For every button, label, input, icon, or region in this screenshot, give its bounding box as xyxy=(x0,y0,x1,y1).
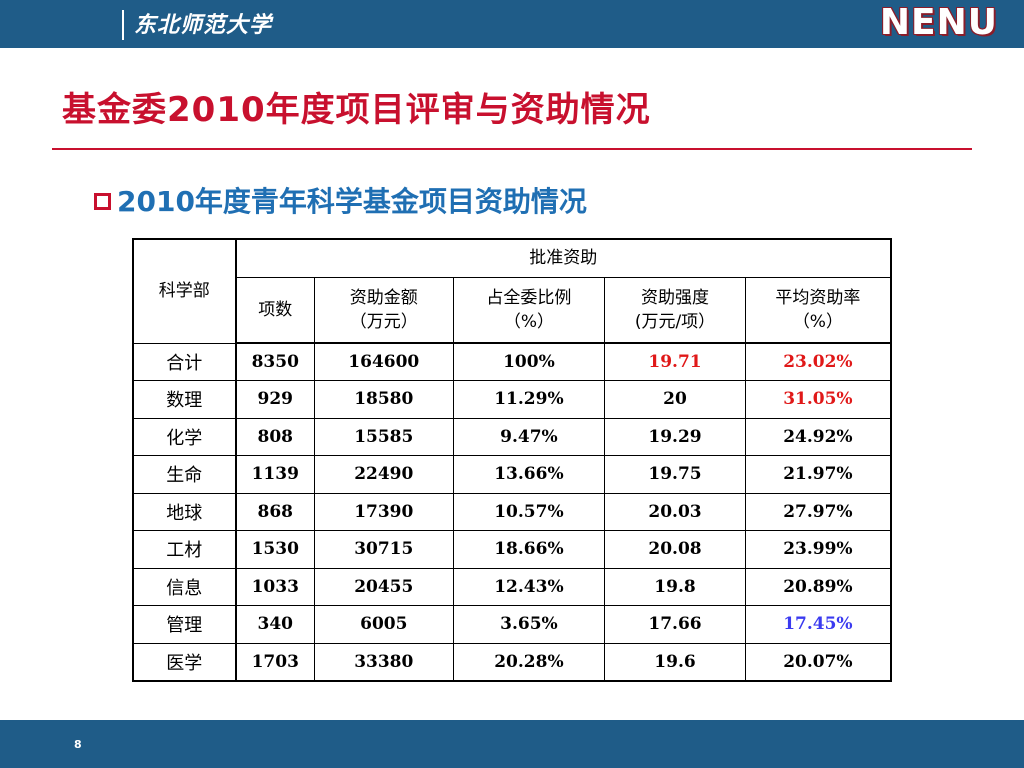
top-banner: 东北师范大学 NENU xyxy=(0,0,1024,48)
cell-amount: 20455 xyxy=(313,567,454,606)
header-share: 占全委比例 （%） xyxy=(452,276,606,344)
cell-intensity: 19.8 xyxy=(604,567,746,606)
cell-count: 808 xyxy=(235,417,315,456)
title-divider xyxy=(52,148,972,150)
table-row: 管理 340 6005 3.65% 17.66 17.45% xyxy=(132,605,892,644)
cell-count: 1139 xyxy=(235,455,315,494)
cell-count: 929 xyxy=(235,380,315,419)
cell-share: 3.65% xyxy=(452,605,606,644)
cell-dept: 地球 xyxy=(132,492,237,531)
table-row: 信息 1033 20455 12.43% 19.8 20.89% xyxy=(132,567,892,606)
cell-rate: 20.89% xyxy=(744,567,892,606)
cell-amount: 22490 xyxy=(313,455,454,494)
square-bullet-icon xyxy=(94,193,111,210)
header-row-columns: 项数 资助金额 （万元） 占全委比例 （%） 资助强度 (万元/项） 平均资助率 （%） xyxy=(133,276,892,344)
cell-intensity: 17.66 xyxy=(604,605,746,644)
cell-count: 340 xyxy=(235,605,315,644)
cell-share: 20.28% xyxy=(452,642,606,681)
cell-dept: 生命 xyxy=(132,455,237,494)
cell-rate: 24.92% xyxy=(744,417,892,456)
cell-count: 1033 xyxy=(235,567,315,606)
header-intensity: 资助强度 (万元/项） xyxy=(604,276,746,344)
cell-rate: 31.05% xyxy=(744,380,892,419)
cell-dept: 化学 xyxy=(132,417,237,456)
cell-share: 13.66% xyxy=(452,455,606,494)
cell-intensity: 20 xyxy=(604,380,746,419)
cell-amount: 15585 xyxy=(313,417,454,456)
cell-dept: 医学 xyxy=(132,642,237,681)
cell-dept: 信息 xyxy=(132,567,237,606)
cell-intensity: 20.03 xyxy=(604,492,746,531)
header-dept: 科学部 xyxy=(132,238,237,344)
cell-share: 100% xyxy=(452,342,606,381)
nenu-brand-logo: NENU xyxy=(879,2,998,43)
cell-share: 12.43% xyxy=(452,567,606,606)
cell-dept: 工材 xyxy=(132,530,237,569)
table-row: 医学 1703 33380 20.28% 19.6 20.07% xyxy=(132,642,892,681)
table-row: 化学 808 15585 9.47% 19.29 24.92% xyxy=(132,417,892,456)
cell-rate: 23.99% xyxy=(744,530,892,569)
bottom-banner xyxy=(0,720,1024,768)
cell-amount: 164600 xyxy=(313,342,454,381)
table-row: 生命 1139 22490 13.66% 19.75 21.97% xyxy=(132,455,892,494)
slide-title: 基金委2010年度项目评审与资助情况 xyxy=(62,90,651,130)
cell-count: 1530 xyxy=(235,530,315,569)
header-approved-funding: 批准资助 xyxy=(235,238,892,278)
header-amount: 资助金额 （万元） xyxy=(313,276,454,344)
cell-intensity: 19.71 xyxy=(604,342,746,381)
cell-rate: 27.97% xyxy=(744,492,892,531)
slide-subtitle: 2010年度青年科学基金项目资助情况 xyxy=(117,185,587,218)
cell-intensity: 19.29 xyxy=(604,417,746,456)
header-rate: 平均资助率 （%） xyxy=(744,276,892,344)
cell-dept: 管理 xyxy=(132,605,237,644)
cell-rate: 21.97% xyxy=(744,455,892,494)
funding-table: 科学部 批准资助 项数 资助金额 （万元） 占全委比例 （%） 资助强度 (万元/项）… xyxy=(132,238,892,682)
university-logo: 东北师范大学 xyxy=(122,10,272,40)
table-row: 工材 1530 30715 18.66% 20.08 23.99% xyxy=(132,530,892,569)
cell-share: 11.29% xyxy=(452,380,606,419)
cell-share: 18.66% xyxy=(452,530,606,569)
cell-amount: 33380 xyxy=(313,642,454,681)
cell-intensity: 20.08 xyxy=(604,530,746,569)
table-row: 地球 868 17390 10.57% 20.03 27.97% xyxy=(132,492,892,531)
cell-rate: 17.45% xyxy=(744,605,892,644)
header-count: 项数 xyxy=(235,276,315,344)
table-row: 数理 929 18580 11.29% 20 31.05% xyxy=(132,380,892,419)
page-number: 8 xyxy=(74,738,82,751)
cell-count: 8350 xyxy=(235,342,315,381)
cell-amount: 18580 xyxy=(313,380,454,419)
cell-rate: 23.02% xyxy=(744,342,892,381)
cell-share: 10.57% xyxy=(452,492,606,531)
cell-amount: 17390 xyxy=(313,492,454,531)
header-row-group: 科学部 批准资助 xyxy=(132,238,892,344)
cell-rate: 20.07% xyxy=(744,642,892,681)
cell-amount: 30715 xyxy=(313,530,454,569)
cell-dept: 数理 xyxy=(132,380,237,419)
cell-count: 868 xyxy=(235,492,315,531)
cell-count: 1703 xyxy=(235,642,315,681)
cell-share: 9.47% xyxy=(452,417,606,456)
cell-intensity: 19.75 xyxy=(604,455,746,494)
table-row: 合计 8350 164600 100% 19.71 23.02% xyxy=(132,342,892,381)
cell-intensity: 19.6 xyxy=(604,642,746,681)
cell-dept: 合计 xyxy=(132,342,237,381)
cell-amount: 6005 xyxy=(313,605,454,644)
